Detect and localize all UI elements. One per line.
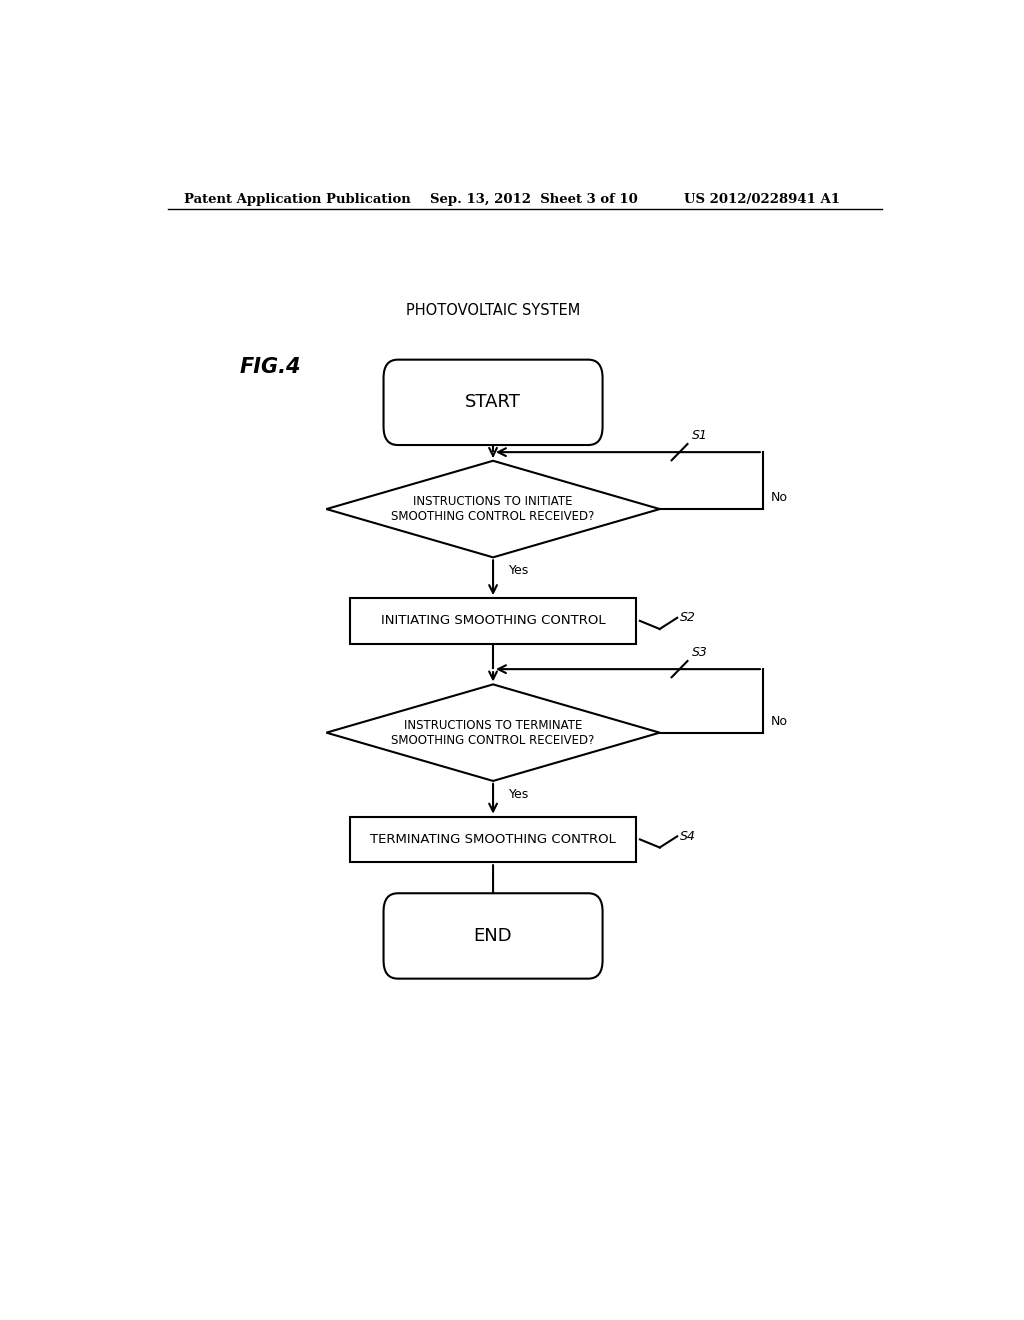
Text: START: START bbox=[465, 393, 521, 412]
Text: END: END bbox=[474, 927, 512, 945]
Bar bbox=[350, 817, 636, 862]
Text: PHOTOVOLTAIC SYSTEM: PHOTOVOLTAIC SYSTEM bbox=[406, 304, 581, 318]
Text: Sep. 13, 2012  Sheet 3 of 10: Sep. 13, 2012 Sheet 3 of 10 bbox=[430, 193, 637, 206]
Text: Yes: Yes bbox=[509, 565, 529, 577]
Text: S4: S4 bbox=[680, 830, 695, 843]
Text: Patent Application Publication: Patent Application Publication bbox=[183, 193, 411, 206]
Text: S2: S2 bbox=[680, 611, 695, 624]
FancyBboxPatch shape bbox=[384, 894, 602, 978]
Polygon shape bbox=[327, 684, 659, 781]
Text: US 2012/0228941 A1: US 2012/0228941 A1 bbox=[684, 193, 840, 206]
Text: Yes: Yes bbox=[509, 788, 529, 801]
Text: S1: S1 bbox=[691, 429, 708, 442]
Text: TERMINATING SMOOTHING CONTROL: TERMINATING SMOOTHING CONTROL bbox=[370, 833, 616, 846]
Text: S3: S3 bbox=[691, 645, 708, 659]
Text: INSTRUCTIONS TO TERMINATE
SMOOTHING CONTROL RECEIVED?: INSTRUCTIONS TO TERMINATE SMOOTHING CONT… bbox=[391, 718, 595, 747]
Polygon shape bbox=[327, 461, 659, 557]
Bar bbox=[350, 598, 636, 644]
Text: No: No bbox=[771, 714, 787, 727]
Text: INSTRUCTIONS TO INITIATE
SMOOTHING CONTROL RECEIVED?: INSTRUCTIONS TO INITIATE SMOOTHING CONTR… bbox=[391, 495, 595, 523]
Text: No: No bbox=[771, 491, 787, 504]
Text: INITIATING SMOOTHING CONTROL: INITIATING SMOOTHING CONTROL bbox=[381, 614, 605, 627]
Text: FIG.4: FIG.4 bbox=[240, 356, 301, 376]
FancyBboxPatch shape bbox=[384, 359, 602, 445]
